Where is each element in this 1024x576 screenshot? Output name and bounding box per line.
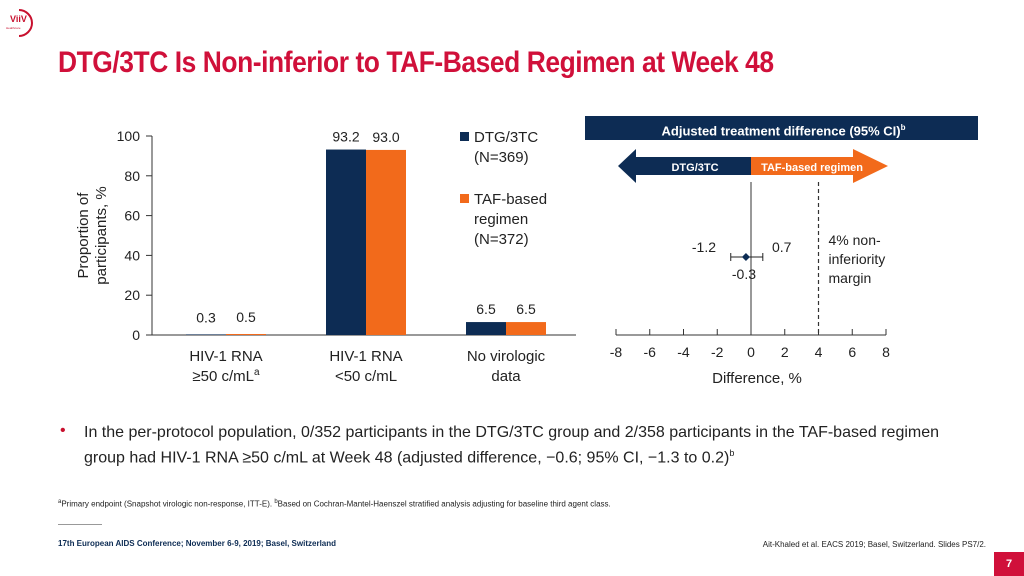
bar-value-label: 93.0 (372, 129, 399, 145)
legend-label: TAF-based (474, 191, 547, 208)
viiv-logo (18, 9, 34, 37)
bullet-text: In the per-protocol population, 0/352 pa… (84, 424, 940, 467)
x-category-label: data (491, 368, 521, 385)
x-category-label: <50 c/mL (335, 368, 397, 385)
legend-swatch-dtg (460, 132, 469, 141)
x-category-label: No virologic (467, 348, 546, 365)
arrow-right-label: TAF-based regimen (761, 162, 863, 174)
bar-value-label: 0.5 (236, 309, 256, 325)
x-category-label: HIV-1 RNA (329, 348, 402, 365)
arrow-right-head (853, 149, 888, 183)
bar-taf (366, 149, 406, 335)
margin-label: margin (829, 270, 872, 286)
bar-value-label: 0.3 (196, 309, 216, 325)
page-number: 7 (994, 552, 1024, 576)
legend-swatch-taf (460, 194, 469, 203)
page-title: DTG/3TC Is Non-inferior to TAF-Based Reg… (58, 46, 774, 79)
forest-x-tick-label: 8 (882, 344, 890, 360)
ci-low-label: -1.2 (692, 239, 716, 255)
legend-label: regimen (474, 211, 528, 228)
forest-x-tick-label: 4 (815, 344, 823, 360)
x-category-label: ≥50 c/mLa (192, 367, 260, 385)
forest-x-tick-label: -2 (711, 344, 724, 360)
legend-label: (N=369) (474, 149, 529, 166)
forest-x-tick-label: -6 (644, 344, 657, 360)
logo-sub: Healthcare (6, 26, 21, 30)
arrow-left-bar (636, 157, 751, 175)
ci-high-label: 0.7 (772, 239, 792, 255)
estimate-label: -0.3 (732, 266, 756, 282)
margin-label: inferiority (829, 251, 886, 267)
arrow-left-head (618, 149, 636, 183)
y-tick-label: 0 (132, 327, 140, 343)
bar-value-label: 6.5 (516, 301, 536, 317)
arrow-right-bar (751, 157, 853, 175)
forest-x-tick-label: 0 (747, 344, 755, 360)
bar-taf (506, 322, 546, 335)
forest-x-tick-label: -8 (610, 344, 623, 360)
conference-label: 17th European AIDS Conference; November … (58, 539, 337, 548)
bar-dtg (186, 334, 226, 335)
legend-label: (N=372) (474, 231, 529, 248)
forest-x-tick-label: -4 (677, 344, 690, 360)
estimate-point (741, 253, 750, 261)
y-tick-label: 60 (124, 208, 140, 224)
bullet-marker: • (60, 422, 66, 439)
citation: Ait-Khaled et al. EACS 2019; Basel, Swit… (762, 540, 986, 549)
y-tick-label: 40 (124, 247, 140, 263)
margin-label: 4% non- (829, 232, 881, 248)
y-tick-label: 100 (117, 128, 141, 144)
footnote-divider (58, 524, 102, 525)
bar-value-label: 6.5 (476, 301, 496, 317)
footnote: aPrimary endpoint (Snapshot virologic no… (58, 499, 611, 509)
bar-dtg (326, 149, 366, 335)
forest-x-tick-label: 2 (781, 344, 789, 360)
difference-header: Adjusted treatment difference (95% CI)b (585, 116, 978, 140)
bar-dtg (466, 322, 506, 335)
y-axis-title: participants, % (93, 186, 110, 284)
legend-label: DTG/3TC (474, 129, 538, 146)
forest-x-tick-label: 6 (848, 344, 856, 360)
arrow-left-label: DTG/3TC (671, 162, 718, 174)
bar-taf (226, 334, 266, 335)
y-axis-title: Proportion of (75, 192, 92, 279)
y-tick-label: 80 (124, 168, 140, 184)
y-tick-label: 20 (124, 287, 140, 303)
logo-text: ViiV (10, 14, 27, 24)
forest-x-axis-title: Difference, % (712, 370, 802, 387)
bar-value-label: 93.2 (332, 129, 359, 145)
x-category-label: HIV-1 RNA (189, 348, 262, 365)
